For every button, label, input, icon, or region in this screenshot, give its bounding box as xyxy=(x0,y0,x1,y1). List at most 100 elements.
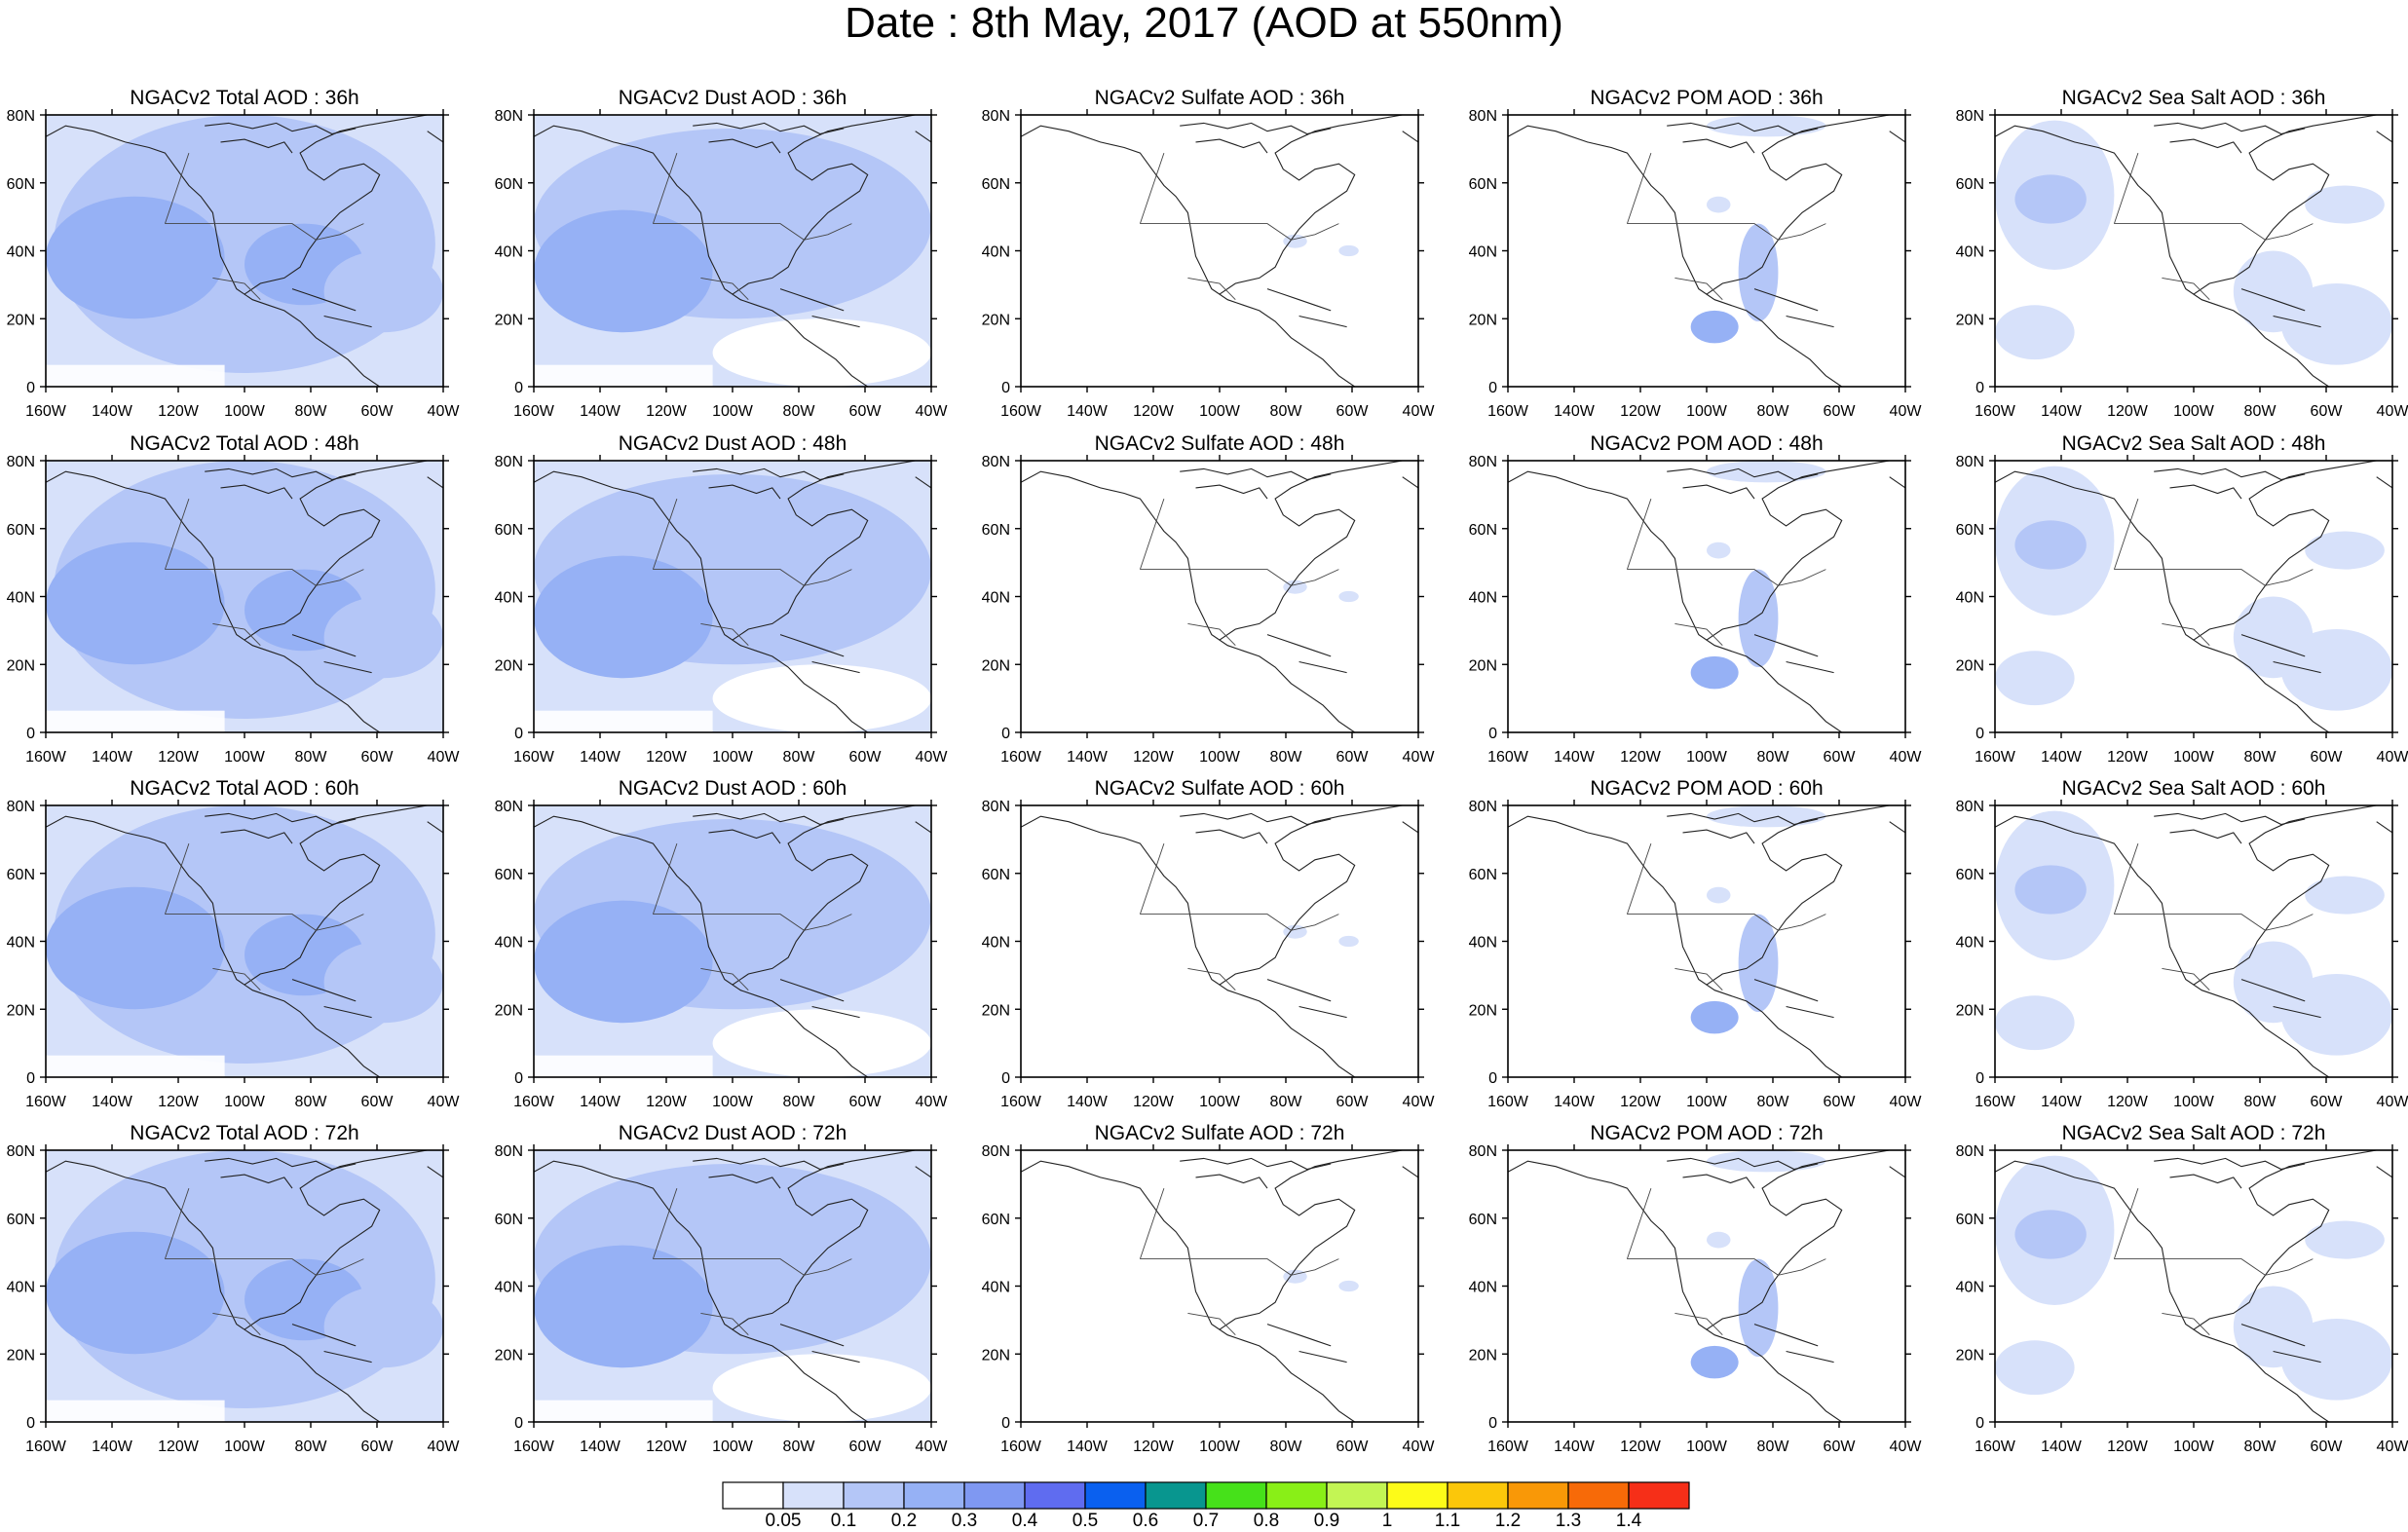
lat-tick-label: 60N xyxy=(495,867,523,883)
lon-tick-label: 60W xyxy=(1336,1439,1370,1455)
lon-tick-label: 80W xyxy=(295,1094,328,1110)
lon-tick-label: 60W xyxy=(361,403,395,420)
lat-tick-label: 40N xyxy=(1469,244,1497,261)
aod-field xyxy=(534,1150,931,1422)
lat-tick-label: 20N xyxy=(1469,657,1497,674)
lon-tick-label: 60W xyxy=(1336,749,1370,766)
lat-tick-label: 80N xyxy=(1956,108,1984,125)
lon-tick-label: 140W xyxy=(92,1439,133,1455)
lat-tick-label: 80N xyxy=(7,799,35,815)
lat-tick-label: 60N xyxy=(1956,1212,1984,1228)
lon-tick-label: 100W xyxy=(712,1094,754,1110)
colorbar xyxy=(722,1481,1690,1510)
lat-tick-label: 60N xyxy=(1469,867,1497,883)
lat-tick-label: 80N xyxy=(1469,108,1497,125)
panel-title: NGACv2 Total AOD : 36h xyxy=(130,87,358,109)
lat-tick-label: 60N xyxy=(1469,522,1497,539)
lon-tick-label: 40W xyxy=(1890,1094,1923,1110)
lat-tick-label: 40N xyxy=(982,935,1010,952)
panel-title: NGACv2 Sea Salt AOD : 72h xyxy=(2062,1122,2326,1144)
lat-tick-label: 0 xyxy=(1001,1070,1010,1087)
panel-title: NGACv2 Dust AOD : 72h xyxy=(619,1122,847,1144)
lon-tick-label: 40W xyxy=(428,1439,461,1455)
lat-tick-label: 40N xyxy=(495,1280,523,1296)
lon-tick-label: 40W xyxy=(1403,1439,1436,1455)
lon-tick-label: 140W xyxy=(2041,1094,2083,1110)
colorbar-label: 1.1 xyxy=(1434,1511,1461,1531)
lon-tick-label: 160W xyxy=(25,749,67,766)
lon-tick-label: 100W xyxy=(1686,749,1728,766)
aod-field xyxy=(534,461,931,732)
lon-tick-label: 160W xyxy=(1975,1439,2016,1455)
lat-tick-label: 0 xyxy=(26,1070,35,1087)
colorbar-label: 0.05 xyxy=(765,1511,802,1531)
lon-tick-label: 80W xyxy=(2244,403,2277,420)
lat-tick-label: 0 xyxy=(1001,726,1010,742)
lat-tick-label: 0 xyxy=(514,380,523,396)
lon-tick-label: 160W xyxy=(25,403,67,420)
aod-field xyxy=(534,115,931,387)
map-panel: NGACv2 POM AOD : 36h 80N 60N 40N 20N 0 160W 140… xyxy=(1469,87,1923,420)
lon-tick-label: 40W xyxy=(1403,1094,1436,1110)
coastlines xyxy=(1021,115,1418,387)
lat-tick-label: 20N xyxy=(495,1347,523,1364)
lat-tick-label: 0 xyxy=(26,726,35,742)
lon-tick-label: 120W xyxy=(1620,1094,1662,1110)
lon-tick-label: 80W xyxy=(1757,1439,1790,1455)
lon-tick-label: 80W xyxy=(783,1439,816,1455)
lon-tick-label: 160W xyxy=(1975,403,2016,420)
aod-field xyxy=(1021,115,1418,387)
colorbar-swatch xyxy=(1567,1481,1630,1510)
lat-tick-label: 40N xyxy=(1956,935,1984,952)
colorbar-swatch xyxy=(1507,1481,1569,1510)
map-panel: NGACv2 Total AOD : 48h 80N 60N 40N 20N 0 160W 1… xyxy=(7,432,461,766)
lon-tick-label: 80W xyxy=(1270,403,1303,420)
lat-tick-label: 20N xyxy=(982,312,1010,328)
lon-tick-label: 140W xyxy=(1067,749,1109,766)
colorbar-swatch xyxy=(1628,1481,1690,1510)
lon-tick-label: 140W xyxy=(580,1094,621,1110)
lon-tick-label: 100W xyxy=(712,403,754,420)
lat-tick-label: 80N xyxy=(495,454,523,470)
lon-tick-label: 120W xyxy=(158,1439,200,1455)
coastlines xyxy=(534,115,931,387)
panel-title: NGACv2 Dust AOD : 60h xyxy=(619,777,847,800)
lon-tick-label: 60W xyxy=(2311,403,2344,420)
coastlines xyxy=(534,461,931,732)
lat-tick-label: 60N xyxy=(982,522,1010,539)
lon-tick-label: 120W xyxy=(1133,1439,1175,1455)
lat-tick-label: 60N xyxy=(495,1212,523,1228)
lat-tick-label: 80N xyxy=(1469,454,1497,470)
lon-tick-label: 80W xyxy=(783,403,816,420)
panel-title: NGACv2 Total AOD : 72h xyxy=(130,1122,358,1144)
lon-tick-label: 120W xyxy=(2107,403,2149,420)
lat-tick-label: 80N xyxy=(982,454,1010,470)
map-panel: NGACv2 Dust AOD : 60h 80N 60N 40N 20N 0 160W 14… xyxy=(495,777,949,1110)
lat-tick-label: 20N xyxy=(495,312,523,328)
coastlines xyxy=(534,1150,931,1422)
aod-field xyxy=(1995,805,2392,1077)
map-panel: NGACv2 Sulfate AOD : 48h 80N 60N 40N 20N 0 160… xyxy=(982,432,1436,766)
lat-tick-label: 60N xyxy=(1956,176,1984,193)
lon-tick-label: 140W xyxy=(1554,1439,1596,1455)
lon-tick-label: 140W xyxy=(580,1439,621,1455)
lon-tick-label: 120W xyxy=(158,749,200,766)
colorbar-label: 0.6 xyxy=(1132,1511,1159,1531)
lat-tick-label: 80N xyxy=(982,799,1010,815)
colorbar-label: 0.4 xyxy=(1011,1511,1038,1531)
lat-tick-label: 60N xyxy=(1469,176,1497,193)
map-panel: NGACv2 Sea Salt AOD : 72h 80N 60N 40N 20N 0 16… xyxy=(1956,1122,2408,1455)
lon-tick-label: 140W xyxy=(580,749,621,766)
lon-tick-label: 160W xyxy=(1487,1439,1529,1455)
lon-tick-label: 160W xyxy=(513,1439,555,1455)
colorbar-label: 1.3 xyxy=(1555,1511,1582,1531)
map-panel: NGACv2 Sulfate AOD : 60h 80N 60N 40N 20N 0 160… xyxy=(982,777,1436,1110)
lon-tick-label: 100W xyxy=(1686,1094,1728,1110)
lat-tick-label: 80N xyxy=(982,1143,1010,1160)
lon-tick-label: 40W xyxy=(916,749,949,766)
lat-tick-label: 0 xyxy=(1975,726,1984,742)
coastlines xyxy=(534,805,931,1077)
lon-tick-label: 40W xyxy=(428,403,461,420)
colorbar-label: 0.5 xyxy=(1072,1511,1099,1531)
lat-tick-label: 0 xyxy=(1488,726,1497,742)
